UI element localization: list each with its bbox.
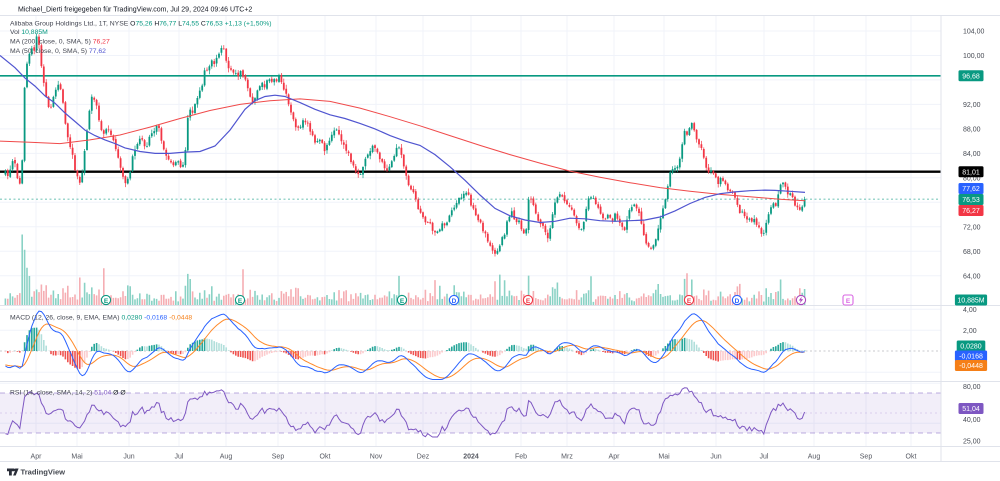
svg-text:68,00: 68,00	[963, 249, 981, 256]
svg-text:Dez: Dez	[417, 454, 430, 461]
svg-text:96,68: 96,68	[962, 73, 980, 80]
svg-text:64,00: 64,00	[963, 273, 981, 280]
svg-text:E: E	[400, 298, 405, 305]
svg-text:72,00: 72,00	[963, 224, 981, 231]
svg-text:TradingView: TradingView	[21, 467, 66, 476]
svg-text:E: E	[104, 298, 109, 305]
svg-text:25,00: 25,00	[963, 438, 981, 445]
svg-text:D: D	[735, 298, 740, 305]
svg-text:Jun: Jun	[710, 454, 721, 461]
svg-text:Okt: Okt	[906, 454, 917, 461]
svg-text:Michael_Dierti freigegeben für: Michael_Dierti freigegeben für TradingVi…	[18, 7, 252, 14]
svg-text:RSI (14, close, SMA, 14, 2) 51: RSI (14, close, SMA, 14, 2) 51,04 Ø Ø	[10, 390, 126, 397]
svg-text:Okt: Okt	[320, 454, 331, 461]
svg-text:MA (50, close, 0, SMA, 5) 77,6: MA (50, close, 0, SMA, 5) 77,62	[10, 48, 106, 55]
svg-text:Aug: Aug	[808, 454, 821, 461]
svg-text:Vol 10,885M: Vol 10,885M	[10, 29, 48, 36]
svg-text:40,00: 40,00	[963, 417, 981, 424]
svg-text:0,0280: 0,0280	[960, 344, 982, 351]
svg-text:80,00: 80,00	[963, 384, 981, 391]
svg-text:80,00: 80,00	[963, 175, 981, 182]
svg-text:Feb: Feb	[515, 454, 527, 461]
svg-text:Nov: Nov	[370, 454, 383, 461]
svg-text:92,00: 92,00	[963, 102, 981, 109]
svg-text:2024: 2024	[463, 454, 479, 461]
svg-text:E: E	[526, 298, 531, 305]
svg-text:Jul: Jul	[175, 454, 184, 461]
svg-text:104,00: 104,00	[963, 29, 985, 36]
svg-text:84,00: 84,00	[963, 151, 981, 158]
svg-text:10,885M: 10,885M	[957, 298, 984, 305]
svg-text:E: E	[846, 298, 851, 305]
svg-text:Aug: Aug	[220, 454, 233, 461]
svg-text:E: E	[687, 298, 692, 305]
svg-text:Mrz: Mrz	[561, 454, 573, 461]
svg-text:76,27: 76,27	[962, 208, 980, 215]
svg-text:MA (200, close, 0, SMA, 5) 76,: MA (200, close, 0, SMA, 5) 76,27	[10, 39, 110, 46]
svg-text:Jul: Jul	[760, 454, 769, 461]
svg-text:Jun: Jun	[123, 454, 134, 461]
svg-text:Apr: Apr	[31, 454, 43, 461]
svg-text:88,00: 88,00	[963, 127, 981, 134]
svg-text:51,04: 51,04	[962, 406, 980, 413]
svg-text:E: E	[238, 298, 243, 305]
svg-text:76,53: 76,53	[962, 197, 980, 204]
svg-text:MACD (12, 26, close, 9, EMA, E: MACD (12, 26, close, 9, EMA, EMA) 0,0280…	[10, 315, 192, 322]
svg-text:D: D	[452, 298, 457, 305]
svg-text:81,01: 81,01	[962, 169, 980, 176]
svg-text:Sep: Sep	[860, 454, 873, 461]
svg-text:100,00: 100,00	[963, 53, 985, 60]
svg-text:77,62: 77,62	[962, 186, 980, 193]
svg-text:-0,0448: -0,0448	[959, 363, 983, 370]
svg-text:Alibaba Group Holdings Ltd., 1: Alibaba Group Holdings Ltd., 1T, NYSE O7…	[10, 21, 272, 28]
svg-text:Mai: Mai	[658, 454, 670, 461]
svg-text:Sep: Sep	[272, 454, 285, 461]
svg-text:Apr: Apr	[609, 454, 621, 461]
svg-text:4,00: 4,00	[963, 307, 977, 314]
svg-text:2,00: 2,00	[963, 328, 977, 335]
svg-text:Mai: Mai	[71, 454, 83, 461]
svg-text:-0,0168: -0,0168	[959, 354, 983, 361]
